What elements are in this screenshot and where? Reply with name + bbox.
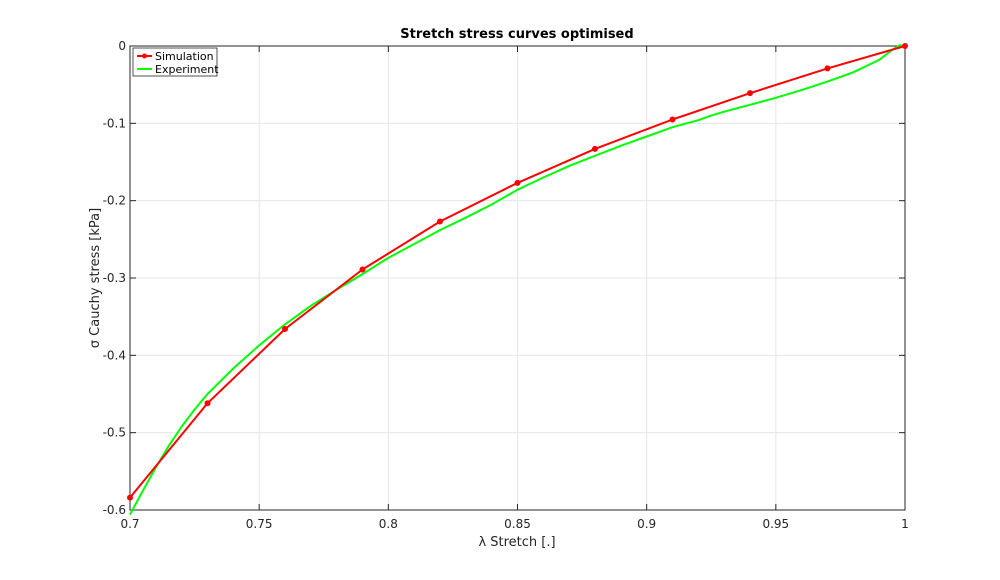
y-tick-label: -0.3: [103, 271, 126, 285]
series-layer: [127, 43, 908, 516]
experiment-series-line: [129, 44, 906, 516]
simulation-point: [282, 326, 288, 333]
simulation-point: [824, 65, 831, 72]
simulation-point: [902, 43, 908, 49]
x-axis-label: λ Stretch [.]: [478, 535, 555, 550]
x-tick-label: 0.85: [504, 517, 531, 531]
x-tick-label: 0.95: [762, 517, 789, 531]
y-axis-label: σ Cauchy stress [kPa]: [88, 208, 103, 348]
simulation-point: [747, 90, 753, 97]
x-tick-label: 0.7: [120, 517, 139, 531]
y-tick-label: -0.1: [103, 116, 126, 130]
grid: [129, 45, 906, 511]
simulation-point: [437, 218, 443, 225]
axis-ticks: 0.7 0.75 0.8 0.85 0.9 0.95 1 0 -0.1 -0.2 -0.3 -0.4 -…: [103, 39, 909, 531]
chart-title: Stretch stress curves optimised: [400, 27, 633, 42]
legend-box: [132, 47, 218, 77]
y-tick-label: -0.5: [103, 426, 126, 440]
x-tick-label: 0.8: [379, 517, 398, 531]
legend-label-simulation: Simulation: [155, 50, 214, 63]
y-tick-label: -0.6: [103, 503, 126, 517]
simulation-point: [592, 145, 598, 152]
x-tick-label: 0.9: [637, 517, 656, 531]
y-tick-label: -0.4: [103, 348, 126, 362]
simulation-point: [514, 179, 521, 186]
x-tick-label: 0.75: [246, 517, 273, 531]
y-tick-label: -0.2: [103, 194, 126, 208]
x-tick-label: 1: [901, 517, 909, 531]
simulation-point: [204, 400, 211, 407]
simulation-point: [127, 494, 133, 501]
simulation-point: [669, 116, 676, 123]
simulation-point: [359, 266, 366, 273]
legend-marker-simulation: [142, 53, 147, 59]
y-tick-label: 0: [118, 39, 126, 53]
legend-label-experiment: Experiment: [155, 63, 219, 76]
